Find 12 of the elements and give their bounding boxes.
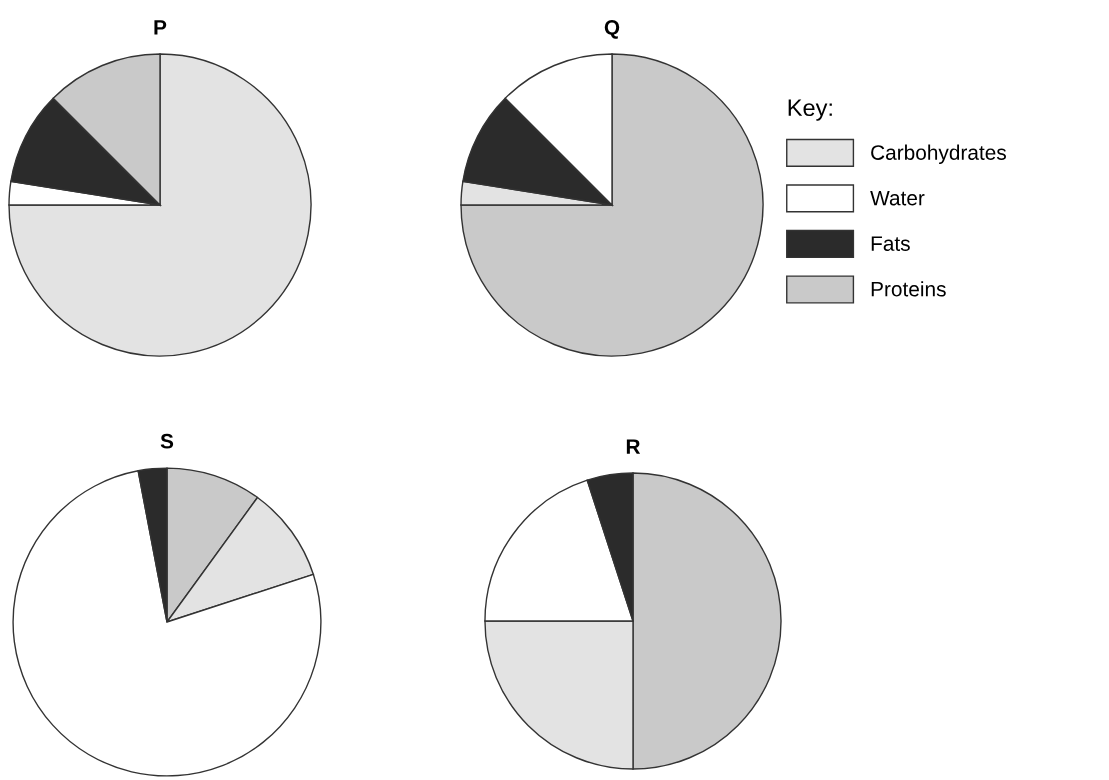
legend-label: Fats	[871, 236, 910, 251]
chart-title: P	[154, 20, 167, 35]
chart-title: Q	[604, 20, 620, 39]
legend-label: Water	[870, 190, 925, 206]
legend-label: Proteins	[871, 281, 946, 297]
pie-slice	[460, 53, 764, 357]
pie-slice	[12, 470, 322, 777]
chart-title: S	[160, 433, 174, 449]
pie-slice	[8, 53, 312, 357]
chart-title: R	[626, 439, 641, 454]
legend-title: Key:	[788, 99, 832, 121]
legend-label: Carbohydrates	[871, 144, 1006, 165]
